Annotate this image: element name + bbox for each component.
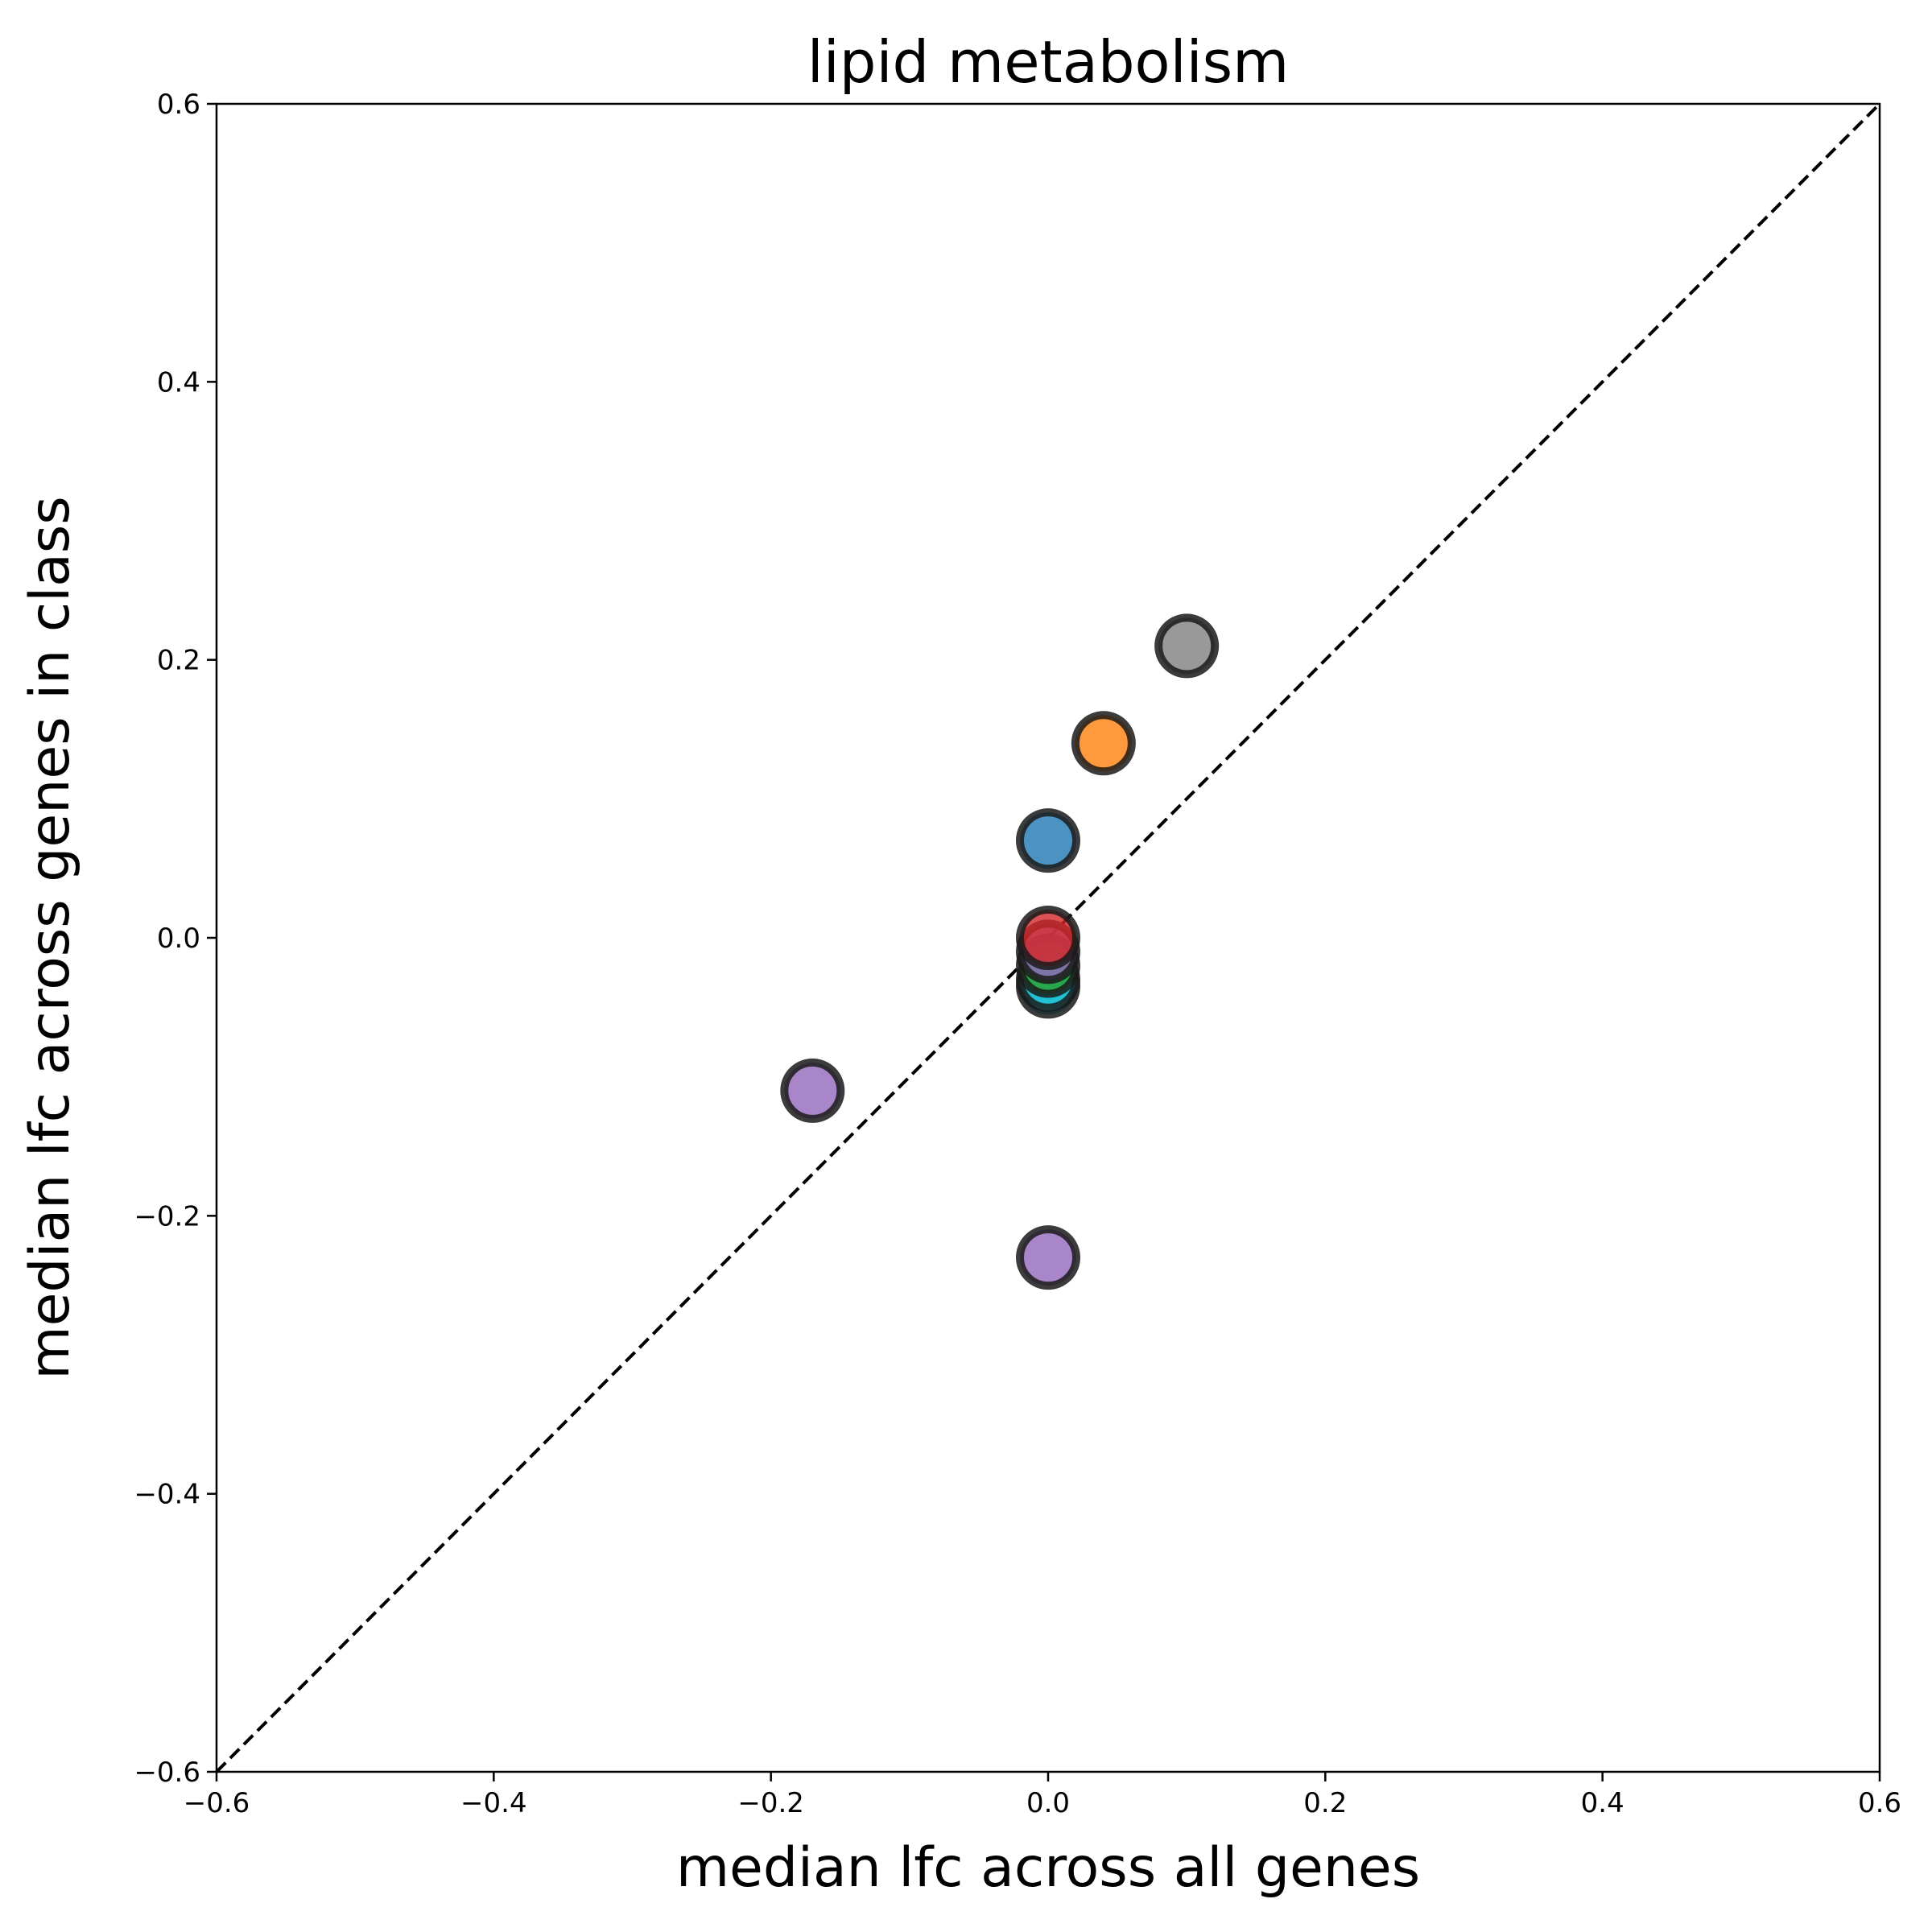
- y-axis-ticks: −0.6 −0.4 −0.2 0.0 0.2 0.4 0.6: [134, 89, 217, 1789]
- chart-title: lipid metabolism: [807, 28, 1290, 96]
- x-tick-label: 0.4: [1581, 1787, 1624, 1819]
- data-point: [1016, 808, 1080, 873]
- x-axis-ticks: −0.6 −0.4 −0.2 0.0 0.2 0.4 0.6: [184, 1772, 1901, 1819]
- data-point: [1016, 906, 1080, 970]
- data-point: [1071, 711, 1136, 776]
- data-point: [780, 1058, 845, 1123]
- x-tick-label: 0.6: [1858, 1787, 1901, 1819]
- y-tick-label: 0.2: [157, 645, 200, 677]
- y-tick-label: −0.4: [134, 1479, 200, 1511]
- y-tick-label: −0.2: [134, 1200, 200, 1232]
- x-tick-label: 0.2: [1303, 1787, 1347, 1819]
- y-tick-label: 0.6: [157, 89, 200, 121]
- y-tick-label: −0.6: [134, 1757, 200, 1789]
- x-tick-label: 0.0: [1026, 1787, 1070, 1819]
- x-tick-label: −0.2: [737, 1787, 804, 1819]
- x-axis-title: median lfc across all genes: [676, 1836, 1420, 1900]
- y-tick-label: 0.0: [157, 923, 200, 955]
- y-tick-label: 0.4: [157, 366, 200, 398]
- data-point: [1016, 1225, 1080, 1290]
- data-point: [1154, 613, 1220, 679]
- y-axis-title: median lfc across genes in class: [19, 496, 82, 1379]
- identity-reference-line: [215, 102, 1881, 1773]
- data-points: [780, 613, 1220, 1290]
- x-tick-label: −0.4: [460, 1787, 527, 1819]
- x-tick-label: −0.6: [184, 1787, 250, 1819]
